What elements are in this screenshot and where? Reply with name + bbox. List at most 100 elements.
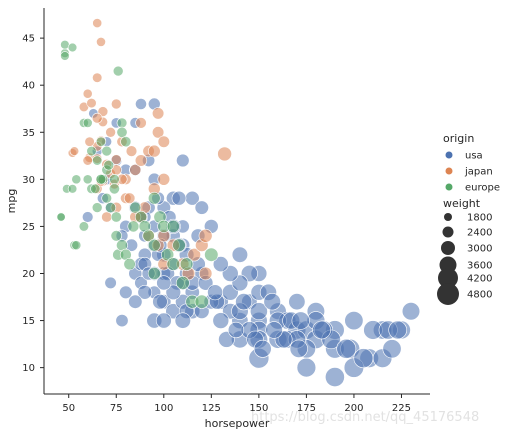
point-europe bbox=[82, 118, 93, 128]
point-usa bbox=[312, 320, 331, 340]
point-usa bbox=[336, 338, 357, 359]
point-usa bbox=[128, 294, 143, 309]
point-europe bbox=[166, 257, 181, 271]
point-europe bbox=[110, 211, 122, 223]
point-japan bbox=[198, 228, 213, 243]
legend-size-marker bbox=[444, 213, 452, 221]
point-usa bbox=[344, 311, 364, 331]
x-tick-label: 75 bbox=[110, 403, 123, 414]
point-europe bbox=[109, 174, 120, 185]
point-europe bbox=[175, 275, 190, 290]
point-japan bbox=[86, 97, 97, 109]
point-europe bbox=[67, 42, 78, 53]
point-usa bbox=[291, 311, 310, 330]
point-japan bbox=[101, 211, 113, 223]
y-tick-label: 15 bbox=[22, 316, 35, 327]
point-europe bbox=[129, 201, 142, 214]
point-usa bbox=[207, 284, 223, 301]
point-japan bbox=[92, 18, 103, 28]
point-usa bbox=[137, 284, 153, 300]
point-europe bbox=[95, 136, 107, 147]
point-europe bbox=[127, 220, 140, 233]
point-japan bbox=[134, 154, 148, 167]
point-europe bbox=[90, 183, 101, 194]
point-japan bbox=[125, 145, 138, 157]
point-usa bbox=[227, 321, 245, 339]
y-tick-label: 25 bbox=[22, 222, 35, 233]
point-usa bbox=[249, 302, 268, 321]
point-usa bbox=[388, 320, 408, 340]
y-tick-label: 45 bbox=[22, 34, 35, 45]
legend-size-label: 3000 bbox=[467, 244, 492, 255]
point-europe bbox=[142, 229, 155, 242]
point-europe bbox=[78, 221, 89, 232]
point-europe bbox=[82, 174, 93, 185]
point-europe bbox=[86, 146, 97, 157]
point-europe bbox=[148, 238, 161, 252]
point-usa bbox=[152, 294, 168, 310]
point-europe bbox=[101, 145, 112, 157]
point-usa bbox=[231, 246, 248, 263]
point-japan bbox=[96, 37, 106, 47]
point-japan bbox=[157, 135, 170, 148]
point-japan bbox=[157, 173, 171, 186]
point-usa bbox=[212, 312, 230, 329]
point-usa bbox=[104, 276, 117, 290]
y-tick-label: 10 bbox=[22, 363, 35, 374]
point-usa bbox=[194, 200, 209, 215]
point-usa bbox=[212, 256, 229, 272]
point-usa bbox=[253, 339, 272, 358]
point-japan bbox=[152, 126, 165, 139]
point-europe bbox=[105, 202, 117, 214]
point-japan bbox=[69, 146, 80, 156]
point-usa bbox=[289, 339, 308, 358]
point-europe bbox=[92, 155, 103, 166]
point-japan bbox=[129, 163, 142, 176]
x-tick-label: 50 bbox=[62, 403, 75, 414]
point-usa bbox=[81, 211, 94, 223]
point-usa bbox=[263, 293, 281, 311]
point-usa bbox=[174, 312, 191, 329]
point-usa bbox=[156, 275, 172, 291]
point-japan bbox=[123, 192, 136, 204]
point-europe bbox=[71, 240, 82, 251]
legend-label-usa: usa bbox=[465, 151, 483, 162]
point-japan bbox=[82, 88, 93, 99]
x-tick-label: 150 bbox=[249, 403, 268, 414]
legend: origin usa japan europe weight 1800 2400 3000 36… bbox=[437, 132, 500, 305]
point-usa bbox=[176, 153, 190, 168]
point-japan bbox=[135, 117, 147, 129]
point-europe bbox=[166, 219, 180, 233]
legend-size-marker bbox=[437, 283, 459, 305]
point-europe bbox=[194, 294, 209, 309]
point-japan bbox=[111, 98, 122, 110]
point-europe bbox=[112, 65, 124, 77]
point-japan bbox=[217, 146, 232, 162]
legend-size-marker bbox=[438, 268, 458, 288]
point-europe bbox=[116, 126, 128, 138]
y-tick-label: 35 bbox=[22, 128, 35, 139]
point-europe bbox=[110, 230, 123, 242]
point-usa bbox=[135, 98, 147, 110]
point-japan bbox=[148, 144, 161, 158]
point-usa bbox=[324, 367, 345, 388]
point-japan bbox=[187, 248, 201, 262]
x-tick-label: 100 bbox=[154, 403, 173, 414]
legend-swatch-japan bbox=[445, 167, 453, 175]
point-usa bbox=[165, 284, 182, 300]
point-europe bbox=[56, 212, 66, 222]
point-europe bbox=[204, 247, 219, 262]
x-tick-label: 225 bbox=[392, 403, 411, 414]
x-tick-label: 175 bbox=[297, 403, 316, 414]
x-axis-label: horsepower bbox=[205, 417, 270, 430]
point-europe bbox=[147, 266, 161, 280]
point-usa bbox=[288, 293, 306, 311]
y-tick-label: 40 bbox=[22, 81, 35, 92]
point-usa bbox=[382, 339, 402, 359]
legend-size-marker bbox=[441, 241, 455, 255]
point-usa bbox=[353, 348, 374, 369]
point-europe bbox=[91, 202, 103, 213]
legend-size-label: 3600 bbox=[467, 261, 492, 272]
legend-size-label: 4800 bbox=[467, 290, 492, 301]
